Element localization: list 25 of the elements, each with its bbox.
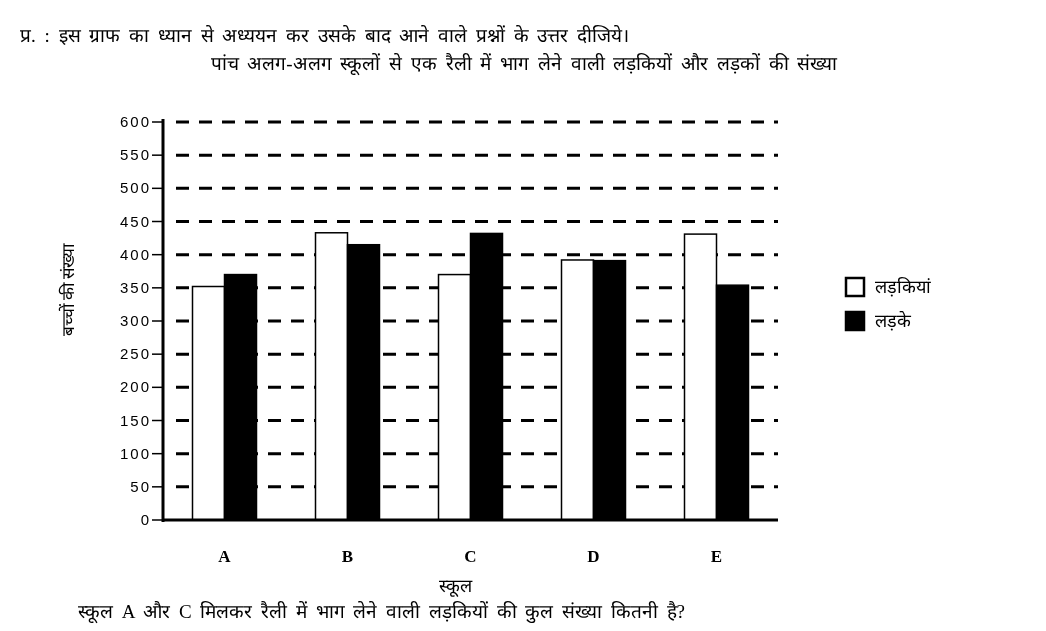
y-tick-label: 50 <box>130 477 151 495</box>
y-axis-title: बच्चों की संख्या <box>58 242 78 337</box>
y-tick-label: 550 <box>119 146 151 164</box>
y-tick-label: 150 <box>119 411 151 429</box>
y-tick-label: 350 <box>119 278 151 296</box>
text: प्र. : इस ग्राफ का ध्यान से अध्ययन कर उसके बाद आने वाले प्रश्नों के उत्तर दीजिये। <box>20 24 630 46</box>
x-tick-label: D <box>587 547 600 566</box>
x-tick-label: C <box>464 547 477 566</box>
y-tick-label: 0 <box>140 511 151 528</box>
x-axis-title: स्कूल <box>439 576 473 597</box>
y-tick-label: 200 <box>119 378 151 396</box>
y-tick-label: 300 <box>119 312 151 329</box>
legend-label: लड़कियां <box>875 276 931 297</box>
y-tick-label: 450 <box>119 212 151 230</box>
y-tick-label: 600 <box>119 113 151 130</box>
y-tick-label: 250 <box>119 345 151 363</box>
x-tick-label: B <box>341 547 354 566</box>
y-tick-label: 500 <box>119 179 151 197</box>
x-tick-label: E <box>710 547 723 566</box>
legend-label: लड़के <box>875 310 912 331</box>
x-tick-label: A <box>218 547 232 566</box>
y-tick-label: 100 <box>119 444 151 462</box>
y-tick-label: 400 <box>119 245 151 263</box>
text: स्कूल A और C मिलकर रैली में भाग लेने वाली लड़कियों की कुल संख्या कितनी है? <box>78 600 686 624</box>
chart-title: पांच अलग-अलग स्कूलों से एक रैली में भाग लेने वाली लड़कियों और लड़कों की संख्या <box>210 52 839 76</box>
